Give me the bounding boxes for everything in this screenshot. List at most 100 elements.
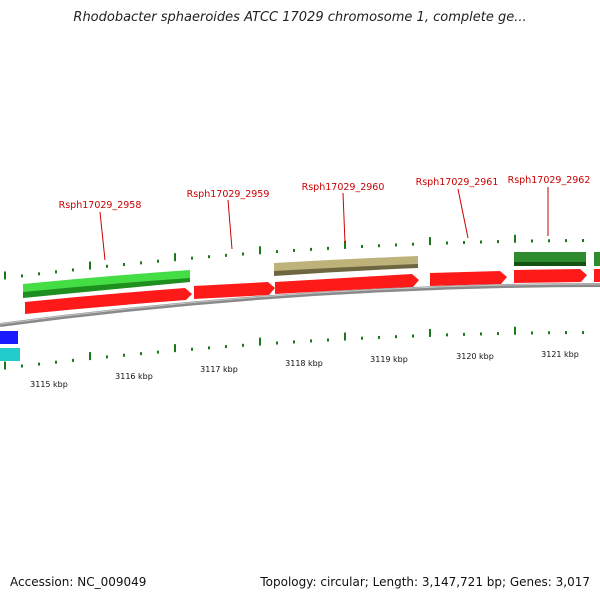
inner-tick-minor — [293, 340, 295, 344]
outer-tick-minor — [21, 274, 23, 278]
inner-tick-minor — [395, 335, 397, 339]
inner-tick-major — [4, 361, 6, 370]
outer-tick-major — [344, 240, 346, 249]
inner-tick-major — [89, 352, 91, 361]
gene-label-2962[interactable]: Rsph17029_2962 — [508, 175, 591, 186]
inner-tick-minor — [463, 332, 465, 336]
outer-tick-minor — [446, 241, 448, 245]
gene-feature-khaki-shade — [274, 264, 418, 276]
inner-tick-minor — [157, 350, 159, 354]
inner-tick-minor — [531, 331, 533, 335]
kbp-label-3117: 3117 kbp — [200, 365, 238, 374]
genome-summary: Topology: circular; Length: 3,147,721 bp… — [260, 575, 590, 589]
outer-tick-minor — [412, 242, 414, 246]
gene-feature-dark-green-shade — [514, 262, 586, 266]
inner-tick-minor — [276, 341, 278, 345]
outer-tick-major — [259, 246, 261, 255]
inner-tick-minor — [208, 346, 210, 350]
gene-label-2958[interactable]: Rsph17029_2958 — [59, 200, 142, 211]
kbp-label-3120: 3120 kbp — [456, 352, 494, 361]
inner-tick-minor — [582, 331, 584, 335]
inner-tick-minor — [480, 332, 482, 336]
inner-tick-minor — [191, 347, 193, 351]
inner-tick-minor — [225, 345, 227, 349]
inner-tick-minor — [21, 364, 23, 368]
chromosome-backbone — [0, 283, 600, 327]
outer-tick-minor — [242, 252, 244, 256]
outer-tick-track — [4, 234, 584, 280]
outer-tick-minor — [548, 239, 550, 243]
leader-line-2961 — [457, 188, 469, 239]
kbp-label-3121: 3121 kbp — [541, 350, 579, 359]
inner-tick-minor — [565, 331, 567, 335]
outer-tick-minor — [310, 247, 312, 251]
inner-tick-track — [4, 326, 584, 370]
outer-tick-minor — [225, 253, 227, 257]
kbp-label-3115: 3115 kbp — [30, 380, 68, 389]
gene-feature-blue[interactable] — [0, 331, 18, 344]
inner-tick-minor — [38, 362, 40, 366]
outer-tick-minor — [140, 261, 142, 265]
inner-tick-minor — [310, 339, 312, 343]
outer-tick-minor — [395, 243, 397, 247]
gene-label-2960[interactable]: Rsph17029_2960 — [302, 182, 385, 193]
outer-tick-minor — [123, 263, 125, 267]
accession-label: Accession: NC_009049 — [10, 575, 147, 589]
gene-feature-dark-green[interactable] — [514, 252, 586, 263]
outer-tick-major — [514, 234, 516, 243]
outer-tick-major — [4, 271, 6, 280]
outer-tick-minor — [72, 268, 74, 272]
inner-tick-minor — [548, 331, 550, 335]
map-title: Rhodobacter sphaeroides ATCC 17029 chrom… — [73, 10, 527, 25]
inner-tick-major — [514, 326, 516, 335]
kbp-label-3119: 3119 kbp — [370, 355, 408, 364]
gene-feature-cyan[interactable] — [0, 348, 20, 361]
gene-arrow-red-6[interactable] — [594, 269, 600, 282]
inner-tick-minor — [55, 360, 57, 364]
chromosome-backbone-highlight — [0, 283, 600, 325]
outer-tick-minor — [55, 270, 57, 274]
gene-label-2961[interactable]: Rsph17029_2961 — [416, 177, 499, 188]
outer-tick-minor — [378, 244, 380, 248]
outer-tick-minor — [276, 250, 278, 254]
outer-tick-minor — [106, 264, 108, 268]
kbp-label-3118: 3118 kbp — [285, 359, 323, 368]
outer-tick-minor — [208, 255, 210, 259]
gene-arrow-red-3[interactable] — [275, 274, 419, 294]
gene-arrow-red-2[interactable] — [194, 282, 275, 299]
outer-tick-major — [429, 237, 431, 246]
gene-label-2959[interactable]: Rsph17029_2959 — [187, 189, 270, 200]
outer-tick-minor — [480, 240, 482, 244]
gene-feature-dark-green-edge[interactable] — [594, 252, 600, 266]
outer-tick-major — [89, 261, 91, 270]
outer-tick-minor — [327, 246, 329, 250]
inner-tick-major — [259, 337, 261, 346]
inner-tick-minor — [327, 338, 329, 342]
inner-tick-minor — [123, 353, 125, 357]
leader-line-2959 — [227, 199, 233, 250]
inner-tick-major — [174, 344, 176, 353]
inner-tick-minor — [378, 335, 380, 339]
outer-tick-minor — [497, 240, 499, 244]
outer-tick-minor — [565, 239, 567, 243]
outer-tick-minor — [582, 239, 584, 243]
gene-arrow-red-1[interactable] — [25, 288, 192, 314]
kbp-label-3116: 3116 kbp — [115, 372, 153, 381]
inner-tick-minor — [242, 343, 244, 347]
inner-tick-minor — [361, 336, 363, 340]
outer-tick-minor — [463, 240, 465, 244]
gene-feature-light-green-shade — [23, 278, 190, 298]
inner-tick-minor — [446, 333, 448, 337]
outer-tick-minor — [38, 272, 40, 276]
gene-arrow-red-5[interactable] — [514, 269, 587, 283]
inner-tick-minor — [412, 334, 414, 338]
gene-feature-khaki[interactable] — [274, 256, 418, 273]
outer-tick-minor — [293, 248, 295, 252]
gene-arrow-red-4[interactable] — [430, 271, 507, 286]
inner-tick-major — [429, 328, 431, 337]
outer-tick-minor — [157, 259, 159, 263]
outer-tick-minor — [191, 256, 193, 260]
inner-tick-minor — [497, 332, 499, 336]
inner-tick-minor — [72, 358, 74, 362]
